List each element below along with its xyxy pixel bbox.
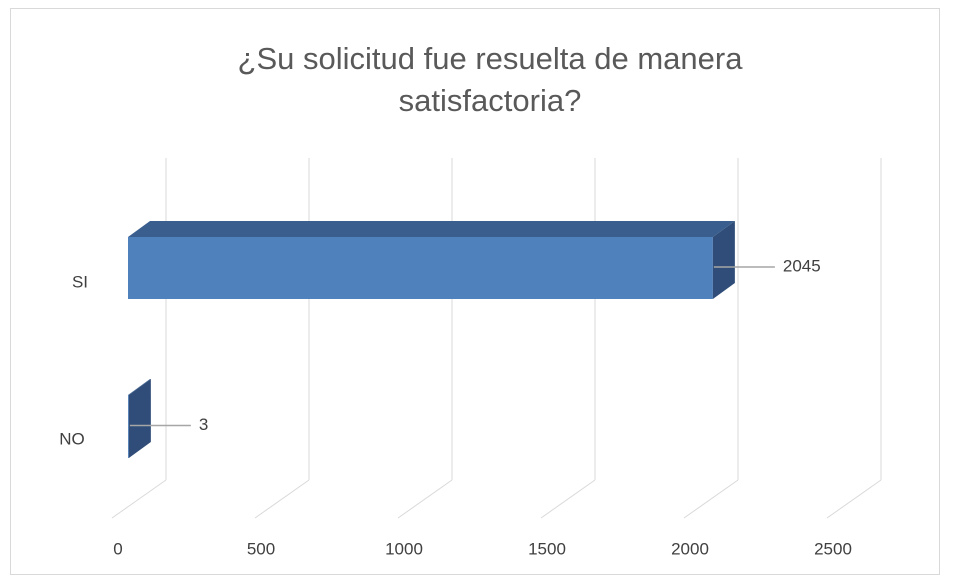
x-tick-label: 500: [247, 539, 275, 558]
bar: [128, 221, 735, 299]
bar-side: [128, 379, 151, 458]
x-tick-label: 2000: [671, 539, 709, 558]
floor-line: [683, 479, 739, 519]
bar-top: [128, 221, 735, 237]
floor-line: [540, 479, 596, 519]
chart-title: ¿Su solicitud fue resuelta de manera sat…: [237, 41, 743, 118]
data-label: 2045: [783, 256, 821, 275]
data-label: 3: [199, 415, 208, 434]
floor-line: [111, 479, 167, 519]
x-tick-label: 2500: [814, 539, 852, 558]
bar: [128, 379, 151, 458]
floor-line: [826, 479, 882, 519]
bar-front: [128, 237, 713, 299]
y-tick-label: NO: [59, 429, 85, 448]
x-tick-label: 1500: [528, 539, 566, 558]
x-tick-label: 0: [113, 539, 122, 558]
bar-top: [128, 379, 151, 395]
y-tick-label: SI: [72, 272, 88, 291]
chart-border: [10, 8, 940, 575]
floor-line: [254, 479, 310, 519]
bar-front: [128, 395, 129, 458]
bar-side: [712, 221, 735, 299]
floor-line: [397, 479, 453, 519]
x-tick-label: 1000: [385, 539, 423, 558]
